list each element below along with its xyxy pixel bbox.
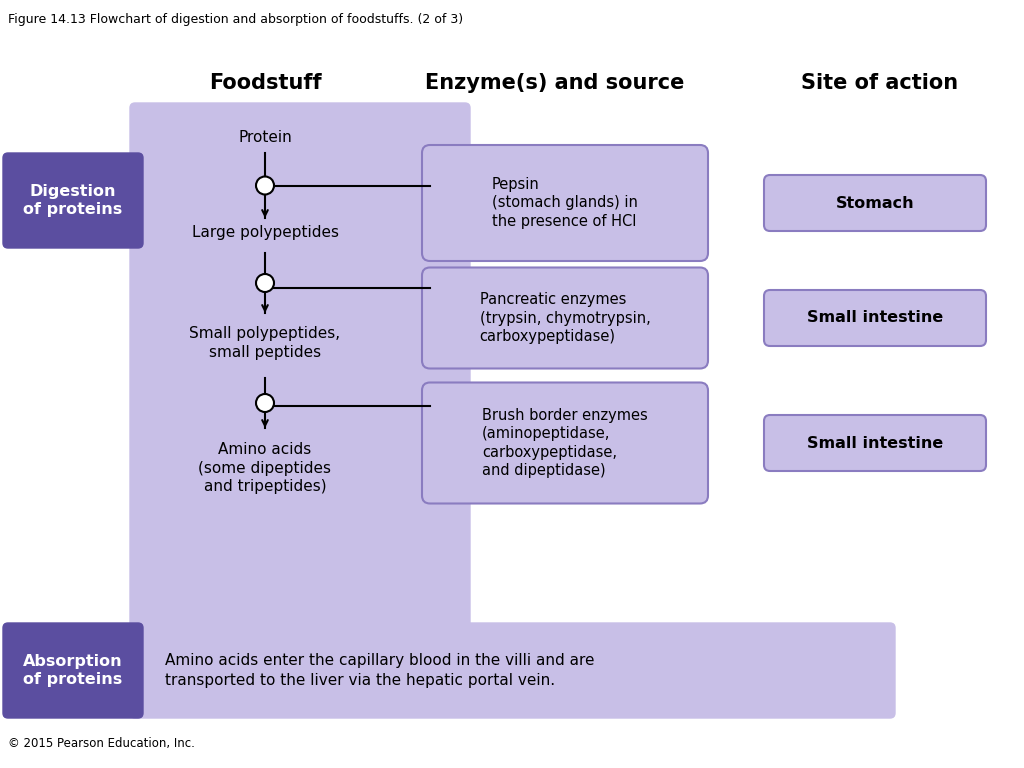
FancyBboxPatch shape [422, 382, 708, 504]
Text: Figure 14.13 Flowchart of digestion and absorption of foodstuffs. (2 of 3): Figure 14.13 Flowchart of digestion and … [8, 13, 463, 26]
Text: Pancreatic enzymes
(trypsin, chymotrypsin,
carboxypeptidase): Pancreatic enzymes (trypsin, chymotrypsi… [479, 292, 650, 344]
Text: Stomach: Stomach [836, 196, 914, 210]
Text: Small polypeptides,
small peptides: Small polypeptides, small peptides [189, 326, 341, 359]
Text: Amino acids
(some dipeptides
and tripeptides): Amino acids (some dipeptides and tripept… [199, 442, 332, 494]
Ellipse shape [256, 177, 274, 194]
Text: Amino acids enter the capillary blood in the villi and are
transported to the li: Amino acids enter the capillary blood in… [165, 653, 595, 688]
FancyBboxPatch shape [764, 415, 986, 471]
Text: Absorption
of proteins: Absorption of proteins [24, 654, 123, 687]
Text: Pepsin
(stomach glands) in
the presence of HCl: Pepsin (stomach glands) in the presence … [493, 177, 638, 229]
Text: Protein: Protein [239, 131, 292, 145]
Text: Site of action: Site of action [802, 73, 958, 93]
Ellipse shape [256, 274, 274, 292]
FancyBboxPatch shape [3, 153, 143, 248]
Text: Brush border enzymes
(aminopeptidase,
carboxypeptidase,
and dipeptidase): Brush border enzymes (aminopeptidase, ca… [482, 408, 648, 478]
FancyBboxPatch shape [764, 290, 986, 346]
Text: Large polypeptides: Large polypeptides [191, 226, 339, 240]
FancyBboxPatch shape [422, 145, 708, 261]
Text: Digestion
of proteins: Digestion of proteins [24, 184, 123, 217]
Ellipse shape [256, 394, 274, 412]
FancyBboxPatch shape [422, 267, 708, 369]
Text: Foodstuff: Foodstuff [209, 73, 322, 93]
FancyBboxPatch shape [3, 623, 143, 718]
FancyBboxPatch shape [764, 175, 986, 231]
Text: © 2015 Pearson Education, Inc.: © 2015 Pearson Education, Inc. [8, 737, 195, 750]
Text: Enzyme(s) and source: Enzyme(s) and source [425, 73, 685, 93]
Text: Small intestine: Small intestine [807, 310, 943, 326]
FancyBboxPatch shape [130, 623, 895, 718]
Text: Small intestine: Small intestine [807, 435, 943, 451]
FancyBboxPatch shape [130, 103, 470, 658]
